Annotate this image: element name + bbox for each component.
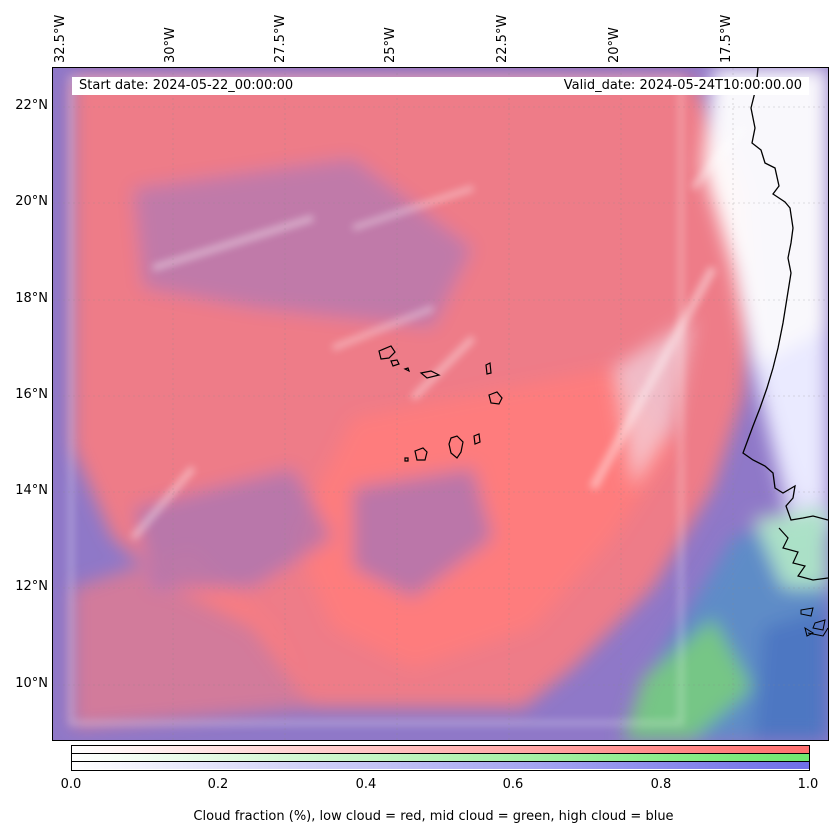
colorbar-tick: 0.2 bbox=[208, 777, 229, 792]
lat-tick-label: 20°N bbox=[0, 194, 48, 209]
lat-tick-label: 14°N bbox=[0, 483, 48, 498]
colorbar-tick: 0.0 bbox=[61, 777, 82, 792]
colorbar-high-cloud bbox=[72, 762, 809, 769]
colorbar-tick: 1.0 bbox=[798, 777, 819, 792]
map-canvas bbox=[53, 68, 828, 740]
colorbar bbox=[71, 745, 810, 771]
date-info-bar: Start date: 2024-05-22_00:00:00 Valid_da… bbox=[72, 77, 809, 95]
lon-tick-label: 32.5°W bbox=[53, 15, 68, 63]
lat-tick-label: 16°N bbox=[0, 387, 48, 402]
colorbar-tick: 0.4 bbox=[356, 777, 377, 792]
valid-date-label: Valid_date: 2024-05-24T10:00:00.00 bbox=[564, 78, 802, 93]
lon-tick-label: 17.5°W bbox=[719, 15, 734, 63]
colorbar-mid-cloud bbox=[72, 754, 809, 762]
cloud-fraction-map: Start date: 2024-05-22_00:00:00 Valid_da… bbox=[52, 67, 829, 741]
lat-tick-label: 18°N bbox=[0, 291, 48, 306]
lat-tick-label: 12°N bbox=[0, 579, 48, 594]
lat-tick-label: 10°N bbox=[0, 676, 48, 691]
colorbar-tick: 0.8 bbox=[651, 777, 672, 792]
lon-tick-label: 30°W bbox=[163, 27, 178, 63]
colorbar-tick: 0.6 bbox=[503, 777, 524, 792]
colorbar-label: Cloud fraction (%), low cloud = red, mid… bbox=[0, 809, 837, 824]
lat-tick-label: 22°N bbox=[0, 98, 48, 113]
lon-tick-label: 22.5°W bbox=[495, 15, 510, 63]
start-date-label: Start date: 2024-05-22_00:00:00 bbox=[79, 78, 293, 93]
lon-tick-label: 27.5°W bbox=[273, 15, 288, 63]
lon-tick-label: 25°W bbox=[383, 27, 398, 63]
colorbar-low-cloud bbox=[72, 746, 809, 754]
lon-tick-label: 20°W bbox=[607, 27, 622, 63]
